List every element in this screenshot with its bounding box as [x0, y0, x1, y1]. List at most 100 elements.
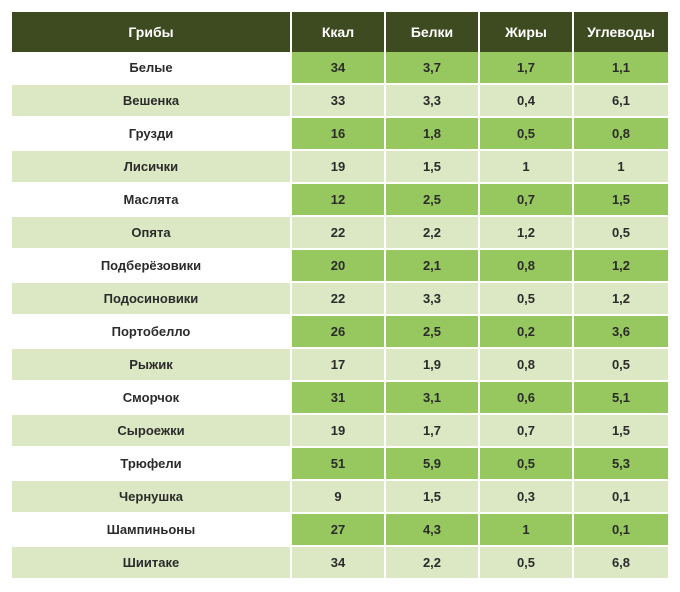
row-name: Рыжик: [12, 349, 292, 382]
table-row: Чернушка91,50,30,1: [12, 481, 668, 514]
row-value: 26: [292, 316, 386, 349]
row-name: Портобелло: [12, 316, 292, 349]
row-value: 1,5: [386, 151, 480, 184]
row-value: 0,5: [574, 217, 668, 250]
table-row: Лисички191,511: [12, 151, 668, 184]
table-row: Сыроежки191,70,71,5: [12, 415, 668, 448]
row-value: 1,9: [386, 349, 480, 382]
row-value: 17: [292, 349, 386, 382]
row-value: 1,2: [574, 283, 668, 316]
row-value: 1,5: [574, 184, 668, 217]
row-value: 3,6: [574, 316, 668, 349]
row-value: 2,5: [386, 316, 480, 349]
row-value: 2,5: [386, 184, 480, 217]
row-value: 6,8: [574, 547, 668, 580]
row-value: 0,5: [480, 448, 574, 481]
row-value: 1: [480, 151, 574, 184]
col-header-1: Ккал: [292, 12, 386, 52]
row-value: 0,8: [480, 250, 574, 283]
row-value: 6,1: [574, 85, 668, 118]
row-name: Сморчок: [12, 382, 292, 415]
row-value: 34: [292, 547, 386, 580]
row-value: 0,7: [480, 415, 574, 448]
row-value: 34: [292, 52, 386, 85]
row-value: 1,5: [386, 481, 480, 514]
row-value: 12: [292, 184, 386, 217]
row-value: 1,7: [386, 415, 480, 448]
row-name: Грузди: [12, 118, 292, 151]
table-row: Грузди161,80,50,8: [12, 118, 668, 151]
row-name: Лисички: [12, 151, 292, 184]
row-value: 2,2: [386, 217, 480, 250]
row-value: 20: [292, 250, 386, 283]
row-name: Опята: [12, 217, 292, 250]
col-header-2: Белки: [386, 12, 480, 52]
table-row: Рыжик171,90,80,5: [12, 349, 668, 382]
row-value: 51: [292, 448, 386, 481]
row-value: 1: [480, 514, 574, 547]
row-value: 3,7: [386, 52, 480, 85]
row-value: 0,5: [480, 118, 574, 151]
row-value: 0,5: [480, 547, 574, 580]
row-value: 5,1: [574, 382, 668, 415]
row-name: Шампиньоны: [12, 514, 292, 547]
row-value: 0,8: [574, 118, 668, 151]
row-value: 5,3: [574, 448, 668, 481]
row-value: 27: [292, 514, 386, 547]
table-header: ГрибыКкалБелкиЖирыУглеводы: [12, 12, 668, 52]
row-value: 19: [292, 415, 386, 448]
table-row: Белые343,71,71,1: [12, 52, 668, 85]
row-name: Белые: [12, 52, 292, 85]
row-name: Чернушка: [12, 481, 292, 514]
row-value: 22: [292, 217, 386, 250]
row-name: Шиитаке: [12, 547, 292, 580]
col-header-4: Углеводы: [574, 12, 668, 52]
table-row: Шиитаке342,20,56,8: [12, 547, 668, 580]
row-value: 2,1: [386, 250, 480, 283]
row-value: 1,8: [386, 118, 480, 151]
row-value: 0,1: [574, 514, 668, 547]
row-name: Маслята: [12, 184, 292, 217]
row-name: Вешенка: [12, 85, 292, 118]
row-value: 0,6: [480, 382, 574, 415]
row-value: 1,7: [480, 52, 574, 85]
col-header-3: Жиры: [480, 12, 574, 52]
row-name: Подберёзовики: [12, 250, 292, 283]
row-value: 0,1: [574, 481, 668, 514]
table-body: Белые343,71,71,1Вешенка333,30,46,1Грузди…: [12, 52, 668, 580]
col-header-0: Грибы: [12, 12, 292, 52]
row-value: 19: [292, 151, 386, 184]
row-name: Подосиновики: [12, 283, 292, 316]
row-value: 9: [292, 481, 386, 514]
row-value: 31: [292, 382, 386, 415]
row-value: 3,3: [386, 283, 480, 316]
table-row: Шампиньоны274,310,1: [12, 514, 668, 547]
row-value: 0,4: [480, 85, 574, 118]
table-row: Опята222,21,20,5: [12, 217, 668, 250]
row-value: 0,5: [574, 349, 668, 382]
table-row: Подберёзовики202,10,81,2: [12, 250, 668, 283]
row-value: 3,1: [386, 382, 480, 415]
nutrition-table: ГрибыКкалБелкиЖирыУглеводы Белые343,71,7…: [12, 12, 668, 580]
row-value: 1,5: [574, 415, 668, 448]
row-value: 0,2: [480, 316, 574, 349]
row-value: 22: [292, 283, 386, 316]
row-value: 1,2: [480, 217, 574, 250]
table-row: Подосиновики223,30,51,2: [12, 283, 668, 316]
table-row: Портобелло262,50,23,6: [12, 316, 668, 349]
row-value: 0,8: [480, 349, 574, 382]
table-row: Сморчок313,10,65,1: [12, 382, 668, 415]
row-value: 1: [574, 151, 668, 184]
row-value: 0,5: [480, 283, 574, 316]
row-value: 33: [292, 85, 386, 118]
row-value: 1,2: [574, 250, 668, 283]
row-name: Трюфели: [12, 448, 292, 481]
table-row: Трюфели515,90,55,3: [12, 448, 668, 481]
row-value: 2,2: [386, 547, 480, 580]
row-value: 3,3: [386, 85, 480, 118]
row-value: 16: [292, 118, 386, 151]
row-value: 1,1: [574, 52, 668, 85]
table-row: Маслята122,50,71,5: [12, 184, 668, 217]
table-row: Вешенка333,30,46,1: [12, 85, 668, 118]
row-value: 0,7: [480, 184, 574, 217]
